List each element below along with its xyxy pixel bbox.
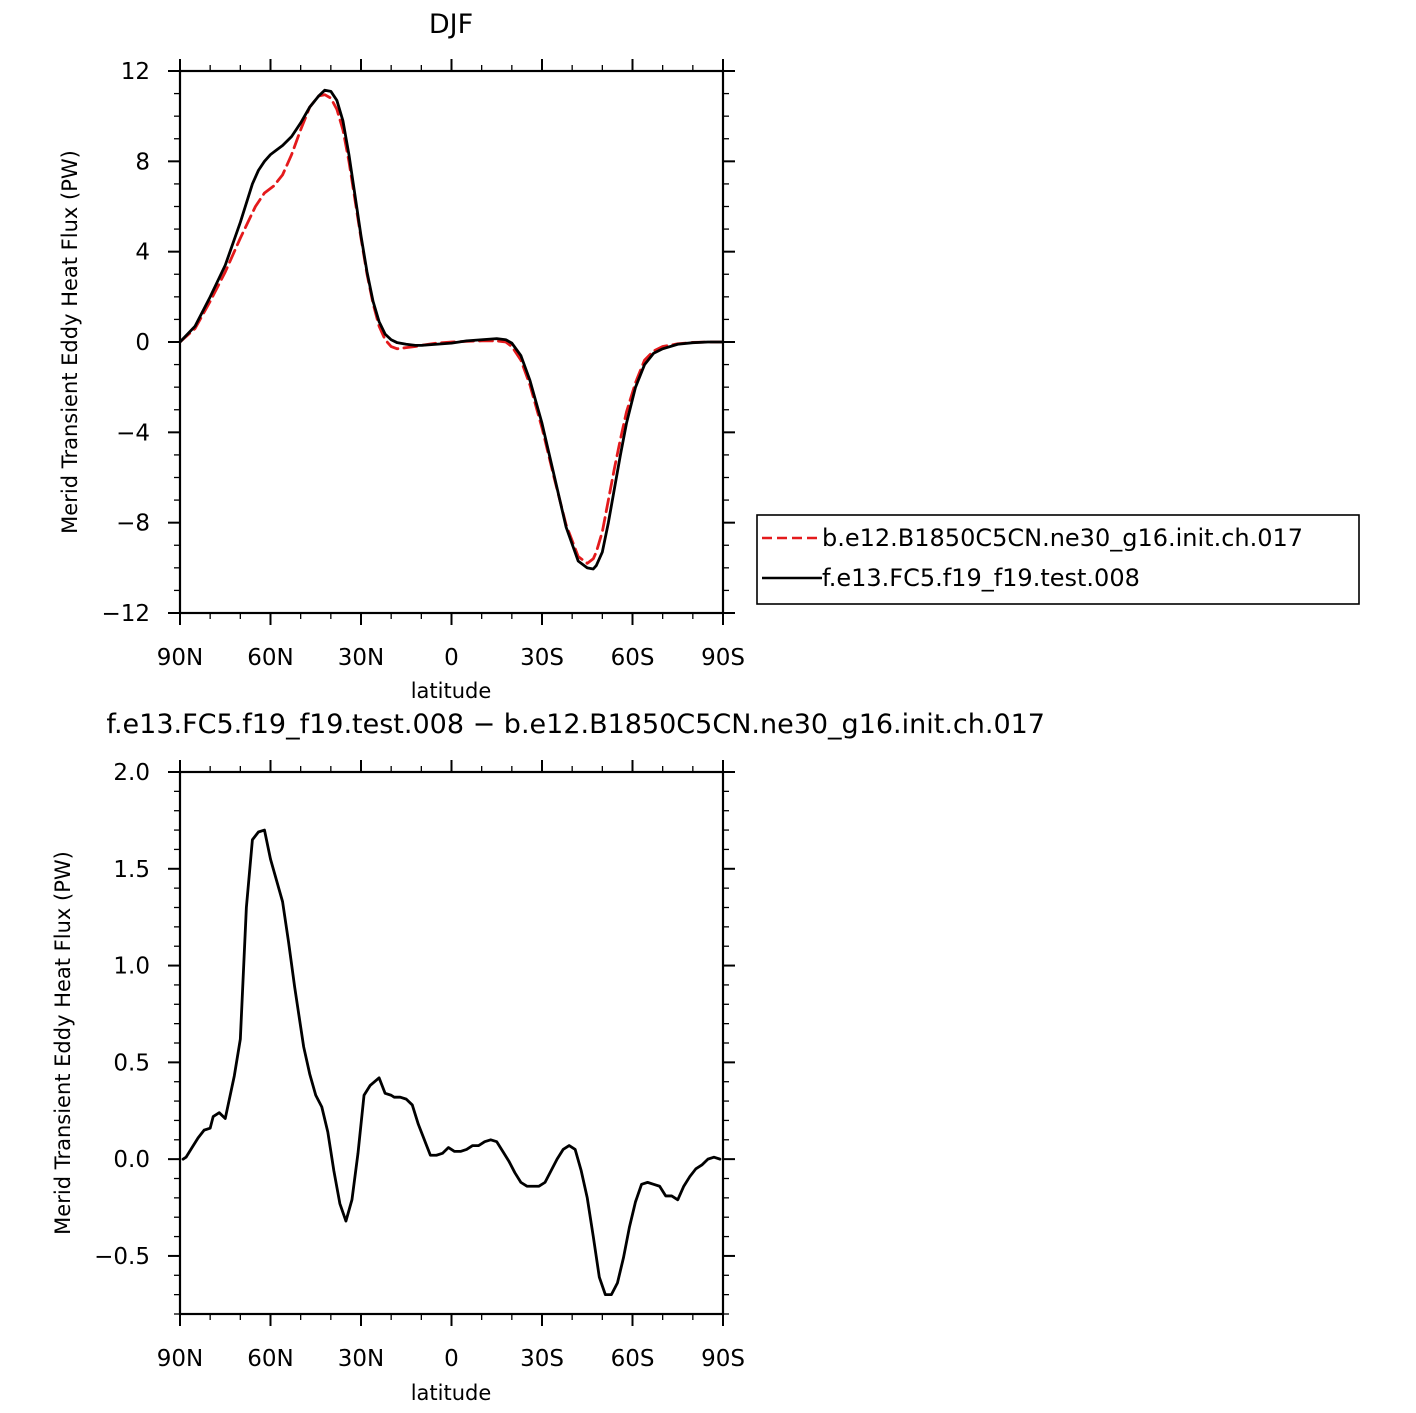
top-panel: DJF 90N 60N 30N 0 30S 60S 90S −12 −8 −4 0 4 8 12 lati…: [58, 9, 745, 703]
y-tick-label: 0.5: [113, 1050, 150, 1076]
bottom-x-axis-title: latitude: [411, 1381, 492, 1405]
x-tick-label: 60N: [247, 645, 293, 671]
bottom-chart-title: f.e13.FC5.f19_f19.test.008 − b.e12.B1850…: [106, 709, 1045, 740]
y-tick-label: 0: [135, 330, 150, 356]
top-x-axis-title: latitude: [411, 679, 492, 703]
y-tick-label: −4: [116, 420, 150, 446]
y-tick-label: 12: [121, 59, 150, 85]
bottom-y-axis-title: Merid Transient Eddy Heat Flux (PW): [51, 851, 75, 1235]
series-line-1: [181, 828, 722, 1297]
bottom-chart-axes: 90N 60N 30N 0 30S 60S 90S −0.5 0.0 0.5 1.0 1.5 2.0: [94, 760, 745, 1372]
legend-label-1: b.e12.B1850C5CN.ne30_g16.init.ch.017: [822, 524, 1303, 552]
legend: b.e12.B1850C5CN.ne30_g16.init.ch.017 f.e…: [756, 514, 1360, 605]
y-tick-label: 2.0: [113, 760, 150, 786]
top-chart-marks: [178, 88, 725, 571]
top-chart-axes: 90N 60N 30N 0 30S 60S 90S −12 −8 −4 0 4 8 12: [101, 59, 745, 671]
x-tick-label: 60S: [611, 645, 655, 671]
y-tick-label: −12: [101, 601, 150, 627]
x-tick-label: 90S: [701, 645, 745, 671]
x-tick-label: 30N: [338, 1346, 384, 1372]
x-tick-label: 30N: [338, 645, 384, 671]
legend-box: [756, 514, 1360, 605]
legend-label-2: f.e13.FC5.f19_f19.test.008: [822, 564, 1140, 592]
series-line-2: [178, 88, 725, 571]
y-tick-label: 1.0: [113, 954, 150, 980]
bottom-chart-marks: [181, 828, 722, 1297]
y-tick-label: −8: [116, 511, 150, 537]
x-tick-label: 0: [444, 645, 459, 671]
top-chart-title: DJF: [429, 9, 473, 40]
x-tick-label: 90N: [157, 645, 203, 671]
x-tick-label: 90N: [157, 1346, 203, 1372]
bottom-panel: f.e13.FC5.f19_f19.test.008 − b.e12.B1850…: [51, 709, 1045, 1405]
x-tick-label: 60S: [611, 1346, 655, 1372]
x-tick-label: 60N: [247, 1346, 293, 1372]
x-tick-label: 30S: [520, 1346, 564, 1372]
x-tick-label: 90S: [701, 1346, 745, 1372]
x-tick-label: 30S: [520, 645, 564, 671]
y-tick-label: −0.5: [94, 1244, 150, 1270]
y-tick-label: 0.0: [113, 1147, 150, 1173]
y-tick-label: 8: [135, 149, 150, 175]
top-y-axis-title: Merid Transient Eddy Heat Flux (PW): [58, 150, 82, 534]
y-tick-label: 1.5: [113, 857, 150, 883]
y-tick-label: 4: [135, 240, 150, 266]
x-tick-label: 0: [444, 1346, 459, 1372]
